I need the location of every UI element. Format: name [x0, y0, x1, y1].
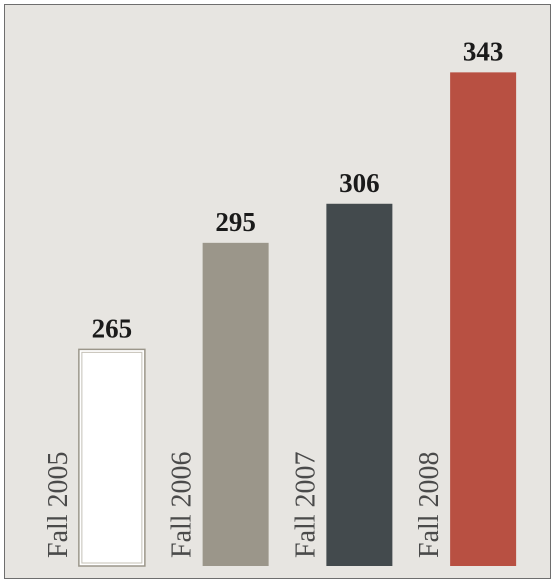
value-label: 265	[92, 313, 133, 343]
value-label: 343	[463, 36, 504, 66]
category-label: Fall 2005	[43, 451, 74, 558]
category-label: Fall 2006	[167, 451, 198, 558]
bar	[78, 348, 146, 567]
category-label: Fall 2007	[290, 451, 321, 558]
bar	[450, 72, 517, 566]
bar-inner-border	[81, 351, 143, 564]
bar	[202, 242, 269, 567]
value-label: 306	[339, 168, 380, 198]
category-label: Fall 2008	[414, 451, 445, 558]
value-label: 295	[215, 207, 256, 237]
bar	[326, 203, 393, 566]
